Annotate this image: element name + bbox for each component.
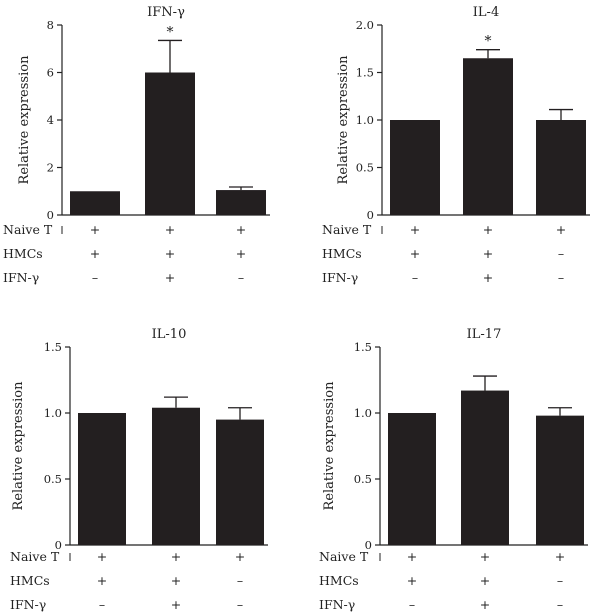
y-tick-label: 0 <box>55 538 62 552</box>
condition-label: Naive T <box>10 549 60 564</box>
y-tick-label: 1.5 <box>44 340 62 354</box>
chart-panel-2: IL-4 Relative expression 0 0.5 1.0 1.5 2.0 * Nai… <box>322 5 590 285</box>
condition-sign: + <box>171 549 181 564</box>
condition-label: Naive T <box>319 549 369 564</box>
condition-sign: + <box>236 246 246 261</box>
condition-sign: – <box>558 270 564 285</box>
condition-label: HMCs <box>319 573 359 588</box>
condition-label: IFN-γ <box>10 597 46 612</box>
y-tick-label: 1.0 <box>44 406 62 420</box>
condition-sign: – <box>237 573 243 588</box>
bar <box>390 120 440 215</box>
condition-sign: – <box>557 573 563 588</box>
bar <box>216 419 264 545</box>
chart-panel-3: IL-10 Relative expression 0 0.5 1.0 1.5 Naive … <box>10 327 268 612</box>
condition-sign: + <box>483 222 493 237</box>
bar <box>70 191 120 215</box>
condition-label: HMCs <box>322 246 362 261</box>
condition-sign: + <box>171 573 181 588</box>
condition-sign: – <box>238 270 244 285</box>
chart-title: IFN-γ <box>147 5 185 20</box>
condition-label: IFN-γ <box>322 270 358 285</box>
condition-sign: – <box>237 597 243 612</box>
chart-panel-1: IFN-γ Relative expression 0 2 4 6 8 * Naive T + + +… <box>3 5 270 285</box>
condition-label: Naive T <box>322 222 372 237</box>
condition-sign: + <box>480 573 490 588</box>
y-tick-label: 2.0 <box>356 18 374 32</box>
condition-sign: + <box>410 246 420 261</box>
condition-sign: + <box>556 222 566 237</box>
condition-sign: + <box>407 573 417 588</box>
y-tick-label: 0 <box>365 538 372 552</box>
condition-sign: + <box>407 549 417 564</box>
bar <box>461 390 509 545</box>
condition-sign: – <box>409 597 415 612</box>
bar <box>145 72 195 215</box>
condition-sign: + <box>97 549 107 564</box>
condition-sign: – <box>558 246 564 261</box>
y-axis-label: Relative expression <box>336 55 351 185</box>
condition-sign: + <box>480 597 490 612</box>
y-tick-label: 0 <box>47 208 54 222</box>
y-tick-label: 1.0 <box>356 113 374 127</box>
y-tick-label: 1.5 <box>354 340 372 354</box>
condition-sign: + <box>236 222 246 237</box>
y-tick-label: 0 <box>367 208 374 222</box>
bar <box>536 415 584 545</box>
condition-sign: + <box>483 270 493 285</box>
condition-sign: – <box>92 270 98 285</box>
y-tick-label: 1.5 <box>356 66 374 80</box>
y-axis-label: Relative expression <box>322 381 337 511</box>
condition-sign: + <box>410 222 420 237</box>
condition-sign: – <box>412 270 418 285</box>
y-tick-label: 6 <box>47 66 54 80</box>
bar <box>463 58 513 215</box>
y-tick-label: 0.5 <box>354 472 372 486</box>
condition-sign: + <box>171 597 181 612</box>
chart-title: IL-17 <box>467 327 502 342</box>
y-tick-label: 0.5 <box>356 161 374 175</box>
condition-label: IFN-γ <box>3 270 39 285</box>
condition-label: Naive T <box>3 222 53 237</box>
condition-sign: + <box>165 222 175 237</box>
condition-sign: + <box>483 246 493 261</box>
condition-sign: + <box>235 549 245 564</box>
condition-sign: + <box>97 573 107 588</box>
y-axis-label: Relative expression <box>11 381 26 511</box>
bar <box>152 407 200 545</box>
bar <box>78 413 126 545</box>
condition-sign: + <box>90 246 100 261</box>
y-axis-label: Relative expression <box>17 55 32 185</box>
condition-sign: + <box>165 246 175 261</box>
condition-sign: – <box>99 597 105 612</box>
condition-label: IFN-γ <box>319 597 355 612</box>
condition-sign: + <box>165 270 175 285</box>
bar <box>216 190 266 215</box>
bar <box>536 120 586 215</box>
condition-sign: – <box>557 597 563 612</box>
bar <box>388 413 436 545</box>
chart-title: IL-10 <box>152 327 187 342</box>
condition-label: HMCs <box>3 246 43 261</box>
y-tick-label: 0.5 <box>44 472 62 486</box>
chart-title: IL-4 <box>473 5 499 20</box>
significance-marker: * <box>167 24 174 40</box>
y-tick-label: 8 <box>47 18 54 32</box>
y-tick-label: 2 <box>47 161 54 175</box>
condition-label: HMCs <box>10 573 50 588</box>
condition-sign: + <box>555 549 565 564</box>
y-tick-label: 1.0 <box>354 406 372 420</box>
condition-sign: + <box>90 222 100 237</box>
y-tick-label: 4 <box>47 113 54 127</box>
significance-marker: * <box>485 34 492 50</box>
chart-panel-4: IL-17 Relative expression 0 0.5 1.0 1.5 Naive … <box>319 327 588 612</box>
condition-sign: + <box>480 549 490 564</box>
